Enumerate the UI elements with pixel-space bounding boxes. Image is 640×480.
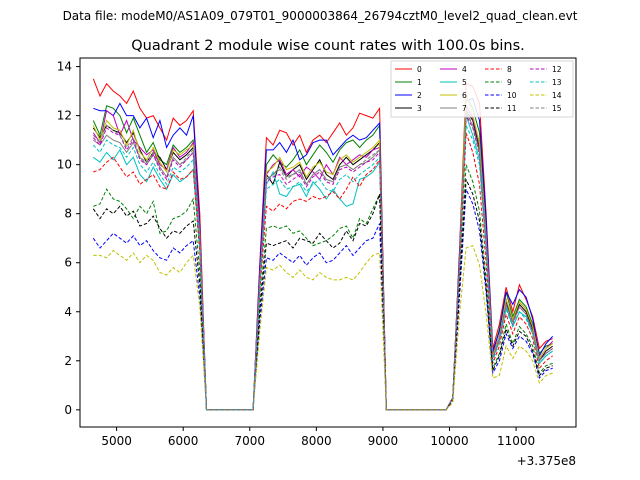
legend-label-8: 8 xyxy=(507,65,512,74)
series-12-line xyxy=(92,113,553,411)
legend-label-6: 6 xyxy=(462,91,467,100)
series-4-line xyxy=(92,103,554,411)
series-14-line xyxy=(93,244,553,411)
x-offset-label: +3.375e8 xyxy=(517,454,576,468)
series-6-line xyxy=(92,93,553,411)
legend-label-0: 0 xyxy=(417,65,422,74)
series-10-line xyxy=(92,188,553,411)
figure-suptitle: Data file: modeM0/AS1A09_079T01_90000038… xyxy=(63,9,578,23)
series-1-line xyxy=(92,94,553,411)
x-axis: 5000 6000 7000 8000 9000 10000 11000 xyxy=(101,427,535,448)
legend-label-3: 3 xyxy=(417,104,422,113)
plot-lines xyxy=(92,78,554,411)
x-tick-label: 7000 xyxy=(234,434,265,448)
series-11-line xyxy=(92,179,553,411)
y-axis: 0 2 4 6 8 10 12 14 xyxy=(57,60,80,417)
x-tick-label: 11000 xyxy=(497,434,535,448)
legend-label-13: 13 xyxy=(552,78,562,87)
legend-label-9: 9 xyxy=(507,78,512,87)
series-8-line xyxy=(93,132,553,411)
y-tick-label: 10 xyxy=(57,158,72,172)
y-tick-label: 2 xyxy=(64,354,72,368)
y-tick-label: 14 xyxy=(57,60,72,74)
y-tick-label: 0 xyxy=(64,403,72,417)
series-9-line xyxy=(93,164,553,411)
legend-label-11: 11 xyxy=(507,104,517,113)
chart-title: Quadrant 2 module wise count rates with … xyxy=(131,38,525,54)
y-tick-label: 6 xyxy=(64,256,72,270)
legend-label-7: 7 xyxy=(462,104,467,113)
x-tick-label: 6000 xyxy=(168,434,199,448)
x-tick-label: 8000 xyxy=(301,434,332,448)
legend-label-12: 12 xyxy=(552,65,562,74)
series-13-line xyxy=(92,125,553,411)
legend-label-2: 2 xyxy=(417,91,422,100)
legend-label-15: 15 xyxy=(552,104,562,113)
y-tick-label: 4 xyxy=(64,305,72,319)
x-tick-label: 5000 xyxy=(101,434,132,448)
y-tick-label: 12 xyxy=(57,109,72,123)
x-tick-label: 10000 xyxy=(430,434,468,448)
legend-label-14: 14 xyxy=(552,91,562,100)
series-15-line xyxy=(92,110,553,411)
legend-label-1: 1 xyxy=(417,78,422,87)
plot-frame xyxy=(79,57,577,428)
x-tick-label: 9000 xyxy=(368,434,399,448)
legend-label-5: 5 xyxy=(462,78,467,87)
legend-label-10: 10 xyxy=(507,91,517,100)
y-tick-label: 8 xyxy=(64,207,72,221)
legend-label-4: 4 xyxy=(462,65,467,74)
